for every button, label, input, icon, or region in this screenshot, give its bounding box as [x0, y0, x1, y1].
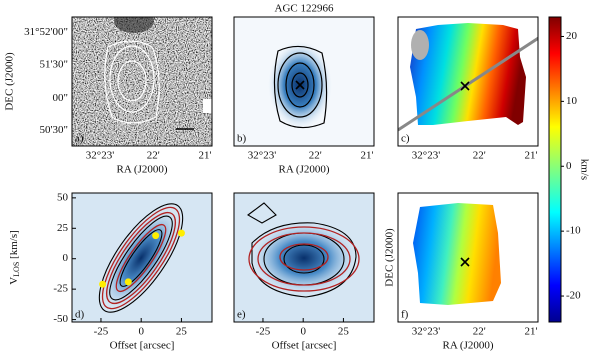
x-axis-label: RA (J2000) — [442, 340, 493, 352]
x-tick-label: 0 — [300, 326, 306, 338]
x-axis-label: RA (J2000) — [116, 164, 167, 176]
panel-frame — [233, 192, 375, 323]
x-tick-label: 22' — [309, 150, 322, 162]
x-axis-label: Offset [arcsec] — [272, 340, 337, 352]
y-tick-label: -50 — [53, 313, 68, 325]
colorbar — [548, 16, 562, 323]
y-axis-label: DEC (J2000) — [4, 52, 16, 111]
panel-label: f) — [401, 309, 409, 321]
x-tick-label: 22' — [473, 150, 486, 162]
panel-d-image — [72, 193, 212, 322]
y-tick-label: 51'30" — [40, 58, 68, 70]
colorbar-tick-label: 20 — [566, 30, 578, 42]
panel-b-image — [234, 17, 374, 146]
x-tick-label: 32°23' — [86, 150, 114, 162]
colorbar-tick-label: 10 — [566, 95, 578, 107]
point — [152, 232, 160, 240]
panel-a-image — [72, 17, 212, 146]
y-tick-label: 0 — [63, 252, 69, 264]
panel-label: e) — [237, 309, 246, 321]
point — [177, 229, 185, 237]
x-tick-label: 32°23' — [412, 326, 440, 338]
panel-frame — [71, 192, 213, 323]
y-tick-label: 31°52'00" — [24, 26, 68, 38]
x-tick-label: 21' — [525, 150, 538, 162]
x-axis-label: Offset [arcsec] — [110, 340, 175, 352]
x-tick-label: 21' — [361, 150, 374, 162]
x-axis-label: RA (J2000) — [278, 164, 329, 176]
panel-label: c) — [401, 133, 410, 145]
x-tick-label: 32°23' — [248, 150, 276, 162]
x-tick-label: 22' — [473, 326, 486, 338]
x-tick-label: 21' — [525, 326, 538, 338]
x-tick-label: 25 — [338, 326, 350, 338]
x-tick-label: -25 — [256, 326, 271, 338]
y-tick-label: 50 — [57, 191, 69, 203]
y-tick-label: -25 — [53, 283, 68, 295]
colorbar-tick-label: -10 — [566, 225, 581, 237]
panel-c-image — [398, 17, 538, 146]
y-axis-label-part: V — [8, 277, 20, 285]
x-tick-label: 32°23' — [412, 150, 440, 162]
panel-label: d) — [75, 309, 85, 321]
x-tick-label: 0 — [138, 326, 144, 338]
y-axis-label-part: LOS — [12, 262, 21, 277]
colorbar-tick-label: -20 — [566, 290, 581, 302]
colorbar-label: km/s — [578, 159, 590, 180]
y-axis-label: VLOS [km/s] — [8, 230, 21, 285]
colorbar-tick-label: 0 — [566, 160, 572, 172]
x-tick-label: 22' — [147, 150, 160, 162]
x-tick-label: 25 — [176, 326, 188, 338]
panel-e-image — [234, 193, 374, 322]
panel-frame — [233, 16, 375, 147]
point — [99, 280, 107, 288]
panel-frame — [397, 16, 539, 147]
y-tick-label: 00" — [53, 92, 69, 104]
y-axis-label: DEC (J2000) — [384, 228, 396, 287]
panel-label: a) — [75, 133, 84, 145]
panel-label: b) — [237, 133, 247, 145]
panel-f-image — [398, 193, 538, 322]
point — [124, 278, 132, 286]
panel-frame — [71, 16, 213, 147]
x-tick-label: 21' — [199, 150, 212, 162]
y-tick-label: 25 — [57, 222, 69, 234]
y-tick-label: 50'30" — [40, 124, 68, 136]
chart-title: AGC 122966 — [275, 3, 334, 15]
y-axis-label-part: [km/s] — [8, 230, 20, 261]
x-tick-label: -25 — [94, 326, 109, 338]
panel-frame — [397, 192, 539, 323]
